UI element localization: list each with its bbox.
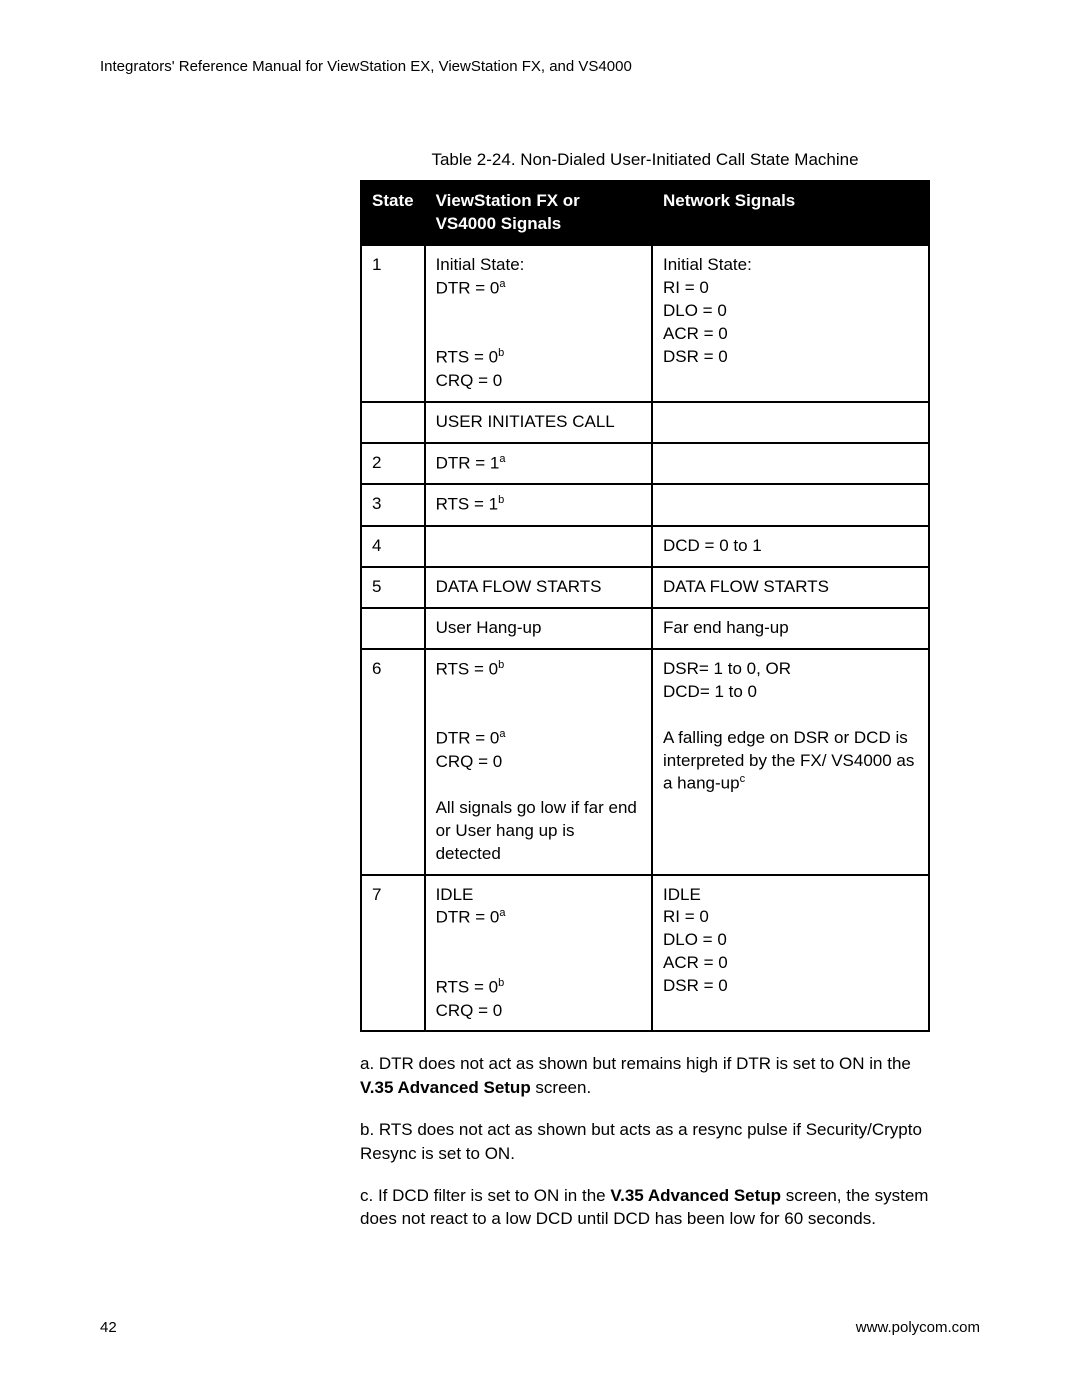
content-area: Table 2-24. Non-Dialed User-Initiated Ca… bbox=[310, 150, 980, 1231]
cell-network-signals: Far end hang-up bbox=[652, 608, 929, 649]
table-row: User Hang-upFar end hang-up bbox=[361, 608, 929, 649]
table-row: 4 DCD = 0 to 1 bbox=[361, 526, 929, 567]
cell-state: 5 bbox=[361, 567, 425, 608]
cell-vs-signals: User Hang-up bbox=[425, 608, 652, 649]
table-row: 7IDLEDTR = 0aRTS = 0bCRQ = 0IDLERI = 0DL… bbox=[361, 875, 929, 1032]
cell-network-signals: IDLERI = 0DLO = 0ACR = 0DSR = 0 bbox=[652, 875, 929, 1032]
cell-state: 2 bbox=[361, 443, 425, 485]
cell-network-signals bbox=[652, 443, 929, 485]
cell-vs-signals: Initial State:DTR = 0aRTS = 0bCRQ = 0 bbox=[425, 245, 652, 402]
cell-network-signals: DATA FLOW STARTS bbox=[652, 567, 929, 608]
cell-vs-signals: RTS = 0bDTR = 0aCRQ = 0All signals go lo… bbox=[425, 649, 652, 875]
table-row: 5DATA FLOW STARTSDATA FLOW STARTS bbox=[361, 567, 929, 608]
table-row: 6RTS = 0bDTR = 0aCRQ = 0All signals go l… bbox=[361, 649, 929, 875]
cell-state: 1 bbox=[361, 245, 425, 402]
table-row: 3RTS = 1b bbox=[361, 484, 929, 526]
cell-vs-signals: DATA FLOW STARTS bbox=[425, 567, 652, 608]
page-footer: 42 www.polycom.com bbox=[100, 1319, 980, 1336]
cell-state bbox=[361, 608, 425, 649]
page-number: 42 bbox=[100, 1319, 117, 1336]
cell-network-signals: DCD = 0 to 1 bbox=[652, 526, 929, 567]
footnote-a: a. DTR does not act as shown but remains… bbox=[360, 1052, 930, 1100]
cell-vs-signals: DTR = 1a bbox=[425, 443, 652, 485]
table-row: 1Initial State:DTR = 0aRTS = 0bCRQ = 0In… bbox=[361, 245, 929, 402]
cell-state: 6 bbox=[361, 649, 425, 875]
page-header: Integrators' Reference Manual for ViewSt… bbox=[100, 58, 980, 75]
table-row: USER INITIATES CALL bbox=[361, 402, 929, 443]
col-network-signals: Network Signals bbox=[652, 181, 929, 245]
state-machine-table: State ViewStation FX or VS4000 Signals N… bbox=[360, 180, 930, 1032]
cell-network-signals bbox=[652, 402, 929, 443]
col-state: State bbox=[361, 181, 425, 245]
cell-vs-signals: RTS = 1b bbox=[425, 484, 652, 526]
cell-state: 4 bbox=[361, 526, 425, 567]
cell-state: 3 bbox=[361, 484, 425, 526]
cell-vs-signals bbox=[425, 526, 652, 567]
table-row: 2DTR = 1a bbox=[361, 443, 929, 485]
cell-network-signals: DSR= 1 to 0, ORDCD= 1 to 0A falling edge… bbox=[652, 649, 929, 875]
cell-state bbox=[361, 402, 425, 443]
cell-vs-signals: IDLEDTR = 0aRTS = 0bCRQ = 0 bbox=[425, 875, 652, 1032]
footnote-b: b. RTS does not act as shown but acts as… bbox=[360, 1118, 930, 1166]
footnote-c: c. If DCD filter is set to ON in the V.3… bbox=[360, 1184, 930, 1232]
footer-url: www.polycom.com bbox=[856, 1319, 980, 1336]
cell-network-signals bbox=[652, 484, 929, 526]
cell-state: 7 bbox=[361, 875, 425, 1032]
col-vs-signals: ViewStation FX or VS4000 Signals bbox=[425, 181, 652, 245]
cell-network-signals: Initial State:RI = 0DLO = 0ACR = 0DSR = … bbox=[652, 245, 929, 402]
cell-vs-signals: USER INITIATES CALL bbox=[425, 402, 652, 443]
table-caption: Table 2-24. Non-Dialed User-Initiated Ca… bbox=[310, 150, 980, 170]
footnotes-block: a. DTR does not act as shown but remains… bbox=[360, 1052, 930, 1231]
